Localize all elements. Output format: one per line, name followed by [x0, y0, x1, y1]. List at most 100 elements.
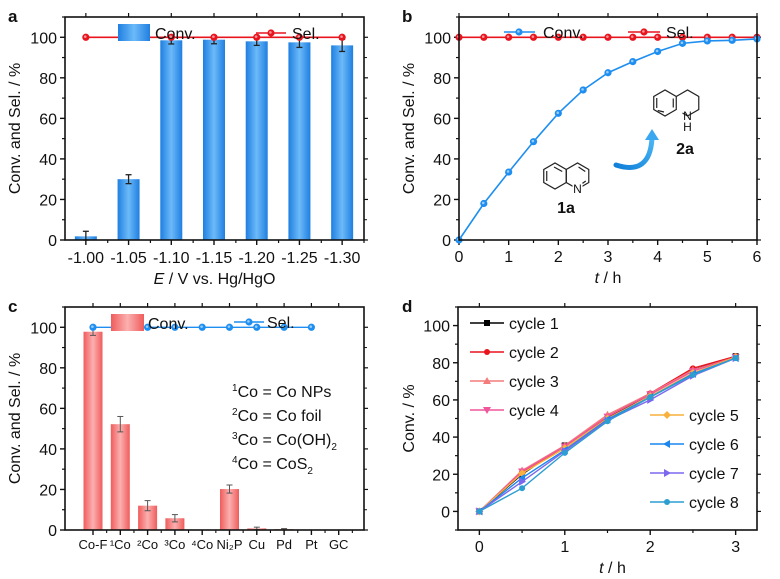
point-sel-highlight [506, 35, 510, 38]
legend-label-conv: Conv. [543, 25, 584, 42]
x-axis-title-italic: t [599, 560, 604, 577]
bar-conv [288, 42, 311, 240]
x-tick-label: Pd [276, 537, 292, 552]
y-tick-label: 20 [432, 467, 450, 484]
legend-marker-cycle-3 [483, 377, 491, 384]
note-text: Co = CoS [238, 456, 308, 473]
bar-conv [220, 489, 239, 530]
y-tick-label: 100 [30, 320, 57, 337]
point-conv-highlight [606, 70, 609, 74]
legend-label-conv: Conv. [148, 316, 189, 333]
point-cycle-8 [604, 418, 611, 425]
legend-swatch-conv [111, 314, 144, 331]
point-cycle-8 [689, 371, 696, 378]
point-conv-highlight [556, 111, 560, 114]
legend-marker-sel-highlight [247, 320, 250, 323]
x-tick-label: ³Co [164, 537, 185, 552]
legend-label-conv: Conv. [155, 26, 196, 43]
note-superscript: 1 [232, 383, 238, 394]
point-sel-highlight [83, 35, 87, 38]
point-sel-highlight [556, 35, 560, 38]
legend-marker-cycle-8 [664, 499, 670, 505]
legend-label-cycle-6: cycle 6 [689, 437, 739, 454]
note-text: Co = Co(OH) [238, 432, 332, 449]
bar-conv [165, 518, 185, 530]
point-cycle-8 [647, 394, 654, 401]
y-tick-label: 20 [39, 482, 57, 499]
legend-label-cycle-5: cycle 5 [689, 408, 739, 425]
x-tick-label: 4 [653, 249, 662, 266]
legend-marker-cycle-1 [484, 320, 490, 326]
note-subscript: 2 [307, 466, 313, 477]
panel-label-b: b [402, 7, 412, 26]
y-axis-title: Conv. and Sel. / % [401, 63, 418, 194]
bar-conv [110, 424, 130, 530]
x-tick-label: -1.05 [110, 250, 147, 267]
point-sel-highlight [227, 325, 231, 328]
x-tick-label: 1 [504, 249, 513, 266]
x-tick-label: 3 [604, 249, 613, 266]
x-tick-label: -1.00 [68, 250, 105, 267]
y-tick-label: 0 [48, 523, 57, 540]
x-tick-label: Ni₂P [217, 537, 243, 552]
legend-label-sel: Sel. [666, 25, 694, 42]
point-sel-highlight [254, 35, 258, 38]
legend-marker-cycle-4 [483, 407, 491, 414]
double-bond [578, 166, 586, 172]
y-tick-label: 100 [423, 319, 450, 336]
x-tick-label: ²Co [137, 537, 158, 552]
panel-label-c: c [8, 297, 17, 316]
point-sel-highlight [254, 325, 258, 328]
point-sel-highlight [606, 35, 609, 38]
plot-frame [458, 16, 758, 241]
x-tick-label: -1.20 [238, 250, 275, 267]
y-tick-label: 100 [424, 30, 451, 47]
point-sel-highlight [309, 325, 313, 328]
note-superscript: 2 [232, 407, 238, 418]
double-bond [553, 166, 563, 173]
x-axis-title-italic: E [154, 271, 165, 288]
y-tick-label: 60 [39, 111, 57, 128]
plot-frame [64, 306, 365, 531]
chart-panel-b: 0 20 40 60 80 100 Conv. and Sel. / % 0 1 2 3 4 5 6 t /… [401, 7, 762, 287]
note-subscript: 2 [331, 442, 337, 453]
y-axis-title: Conv. / % [401, 384, 418, 452]
y-tick-label: 0 [442, 233, 451, 250]
x-tick-label: -1.10 [153, 250, 190, 267]
atom-mask [572, 183, 583, 194]
point-conv-highlight [680, 41, 684, 45]
point-sel-highlight [169, 35, 172, 38]
legend-swatch-conv [118, 24, 150, 41]
point-sel-highlight [212, 35, 215, 38]
x-axis-title: t / h [599, 560, 626, 577]
y-tick-label: 40 [433, 152, 451, 169]
y-tick-label: 80 [432, 356, 450, 373]
point-conv-highlight [581, 88, 584, 91]
legend-marker-cycle-2 [484, 349, 490, 355]
x-tick-label: 1 [560, 539, 569, 556]
y-tick-label: 0 [48, 233, 57, 250]
point-conv-highlight [630, 59, 634, 63]
point-sel-highlight [297, 35, 301, 38]
legend-label-sel: Sel. [267, 315, 295, 332]
chart-panel-a: 0 20 40 60 80 100 Conv. and Sel. / % -1.00 -1.05… [7, 7, 368, 288]
point-sel-highlight [630, 35, 634, 38]
chart-panel-d: 0 20 40 60 80 100 Conv. / % 0 1 2 3 t / h cycle 1 cyc… [401, 297, 761, 577]
y-tick-label: 40 [432, 430, 450, 447]
x-axis-title-rest: / V vs. Hg/HgO [164, 271, 275, 288]
point-sel-highlight [145, 325, 149, 328]
point-conv-highlight [705, 39, 709, 42]
point-sel-highlight [655, 35, 659, 38]
note-line: 1Co = Co NPs [232, 383, 331, 401]
legend-marker-cycle-6 [663, 440, 670, 448]
y-axis-title: Conv. and Sel. / % [7, 63, 24, 194]
x-tick-label: Co-F [79, 537, 108, 552]
legend-marker-sel-highlight [269, 31, 272, 34]
bar-conv [83, 331, 103, 530]
point-sel-highlight [173, 325, 176, 328]
bar-conv [117, 179, 140, 240]
point-sel-highlight [481, 35, 485, 38]
x-tick-label: -1.15 [196, 250, 233, 267]
atom-n: N [573, 182, 582, 196]
